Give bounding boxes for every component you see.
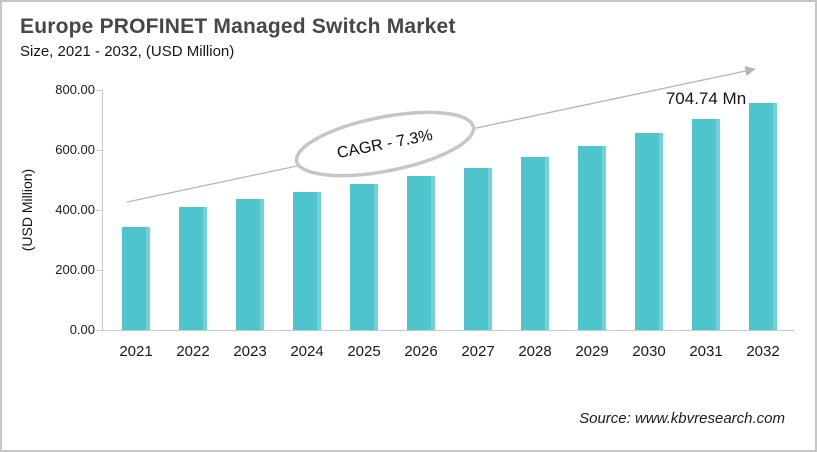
- bar-2032: [749, 103, 777, 330]
- cagr-label: CAGR - 7.3%: [335, 126, 435, 163]
- x-tick-2028: 2028: [518, 343, 552, 360]
- y-tickmark-400: [96, 210, 102, 211]
- chart-subtitle: Size, 2021 - 2032, (USD Million): [20, 43, 235, 60]
- x-tick-2031: 2031: [689, 343, 723, 360]
- y-tick-400: 400.00: [55, 202, 95, 217]
- y-tick-800: 800.00: [55, 82, 95, 97]
- x-tick-2022: 2022: [176, 343, 210, 360]
- bar-2023: [236, 198, 264, 330]
- source-credit: Source: www.kbvresearch.com: [579, 410, 785, 427]
- y-axis-title: (USD Million): [19, 168, 35, 252]
- value-label-2031: 704.74 Mn: [665, 89, 747, 108]
- bar-2021: [122, 227, 150, 330]
- y-axis-line: [102, 90, 103, 330]
- bar-2026: [407, 176, 435, 330]
- x-tick-2023: 2023: [233, 343, 267, 360]
- y-tick-0: 0.00: [69, 322, 95, 337]
- x-tick-2029: 2029: [575, 343, 609, 360]
- x-tick-2026: 2026: [404, 343, 438, 360]
- x-axis-line: [102, 330, 794, 331]
- x-tick-2021: 2021: [119, 343, 153, 360]
- y-tickmark-800: [96, 90, 102, 91]
- bar-2027: [464, 168, 492, 330]
- x-tick-2027: 2027: [461, 343, 495, 360]
- bar-2028: [521, 156, 549, 330]
- x-tick-2025: 2025: [347, 343, 381, 360]
- y-tick-200: 200.00: [55, 262, 95, 277]
- bar-2030: [635, 132, 663, 330]
- x-tick-2030: 2030: [632, 343, 666, 360]
- x-tick-2024: 2024: [290, 343, 324, 360]
- x-tick-2032: 2032: [746, 343, 780, 360]
- bar-2022: [179, 207, 207, 330]
- bar-2029: [578, 146, 606, 330]
- chart-title: Europe PROFINET Managed Switch Market: [20, 15, 456, 38]
- bar-2025: [350, 184, 378, 330]
- bar-2024: [293, 191, 321, 330]
- y-tickmark-0: [96, 330, 102, 331]
- y-tickmark-200: [96, 270, 102, 271]
- y-tick-600: 600.00: [55, 142, 95, 157]
- y-tickmark-600: [96, 150, 102, 151]
- bar-2031: [692, 118, 720, 330]
